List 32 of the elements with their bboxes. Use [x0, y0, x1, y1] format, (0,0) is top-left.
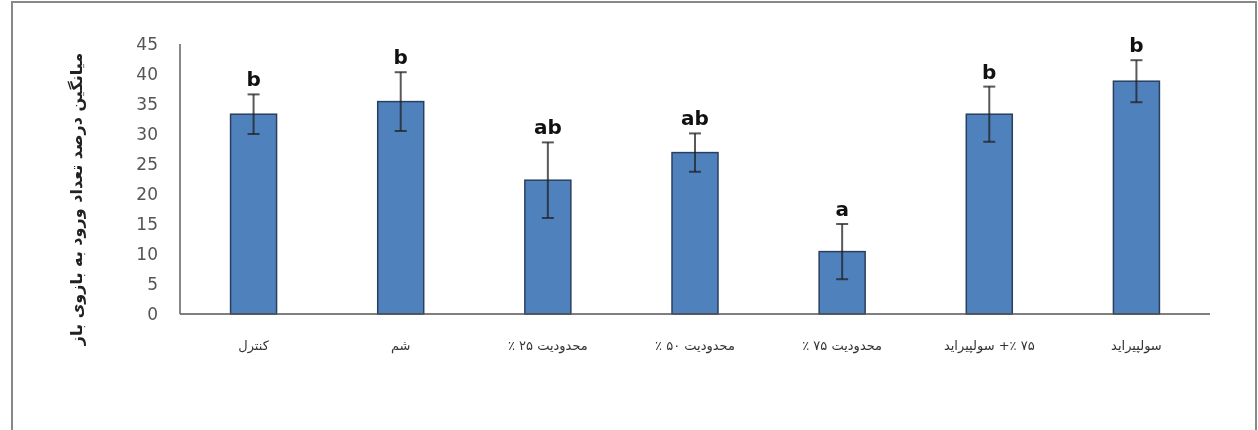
- y-tick-label: 10: [136, 244, 158, 264]
- bar: [229, 113, 278, 315]
- x-tick-label: محدودیت ۲۵ ٪: [507, 338, 588, 354]
- annotation: a: [835, 197, 849, 221]
- bar: [376, 100, 425, 315]
- y-tick-label: 15: [136, 214, 158, 234]
- annotation: b: [1129, 33, 1144, 58]
- bar: [965, 113, 1014, 315]
- x-tick-label: محدودیت ۵۰ ٪: [655, 338, 735, 354]
- bar: [1112, 80, 1161, 315]
- y-tick-label: 0: [147, 304, 158, 324]
- x-tick-label: سولپیراید: [1111, 338, 1162, 354]
- x-tick-label: ۷۵ ٪+ سولپیراید: [943, 338, 1035, 354]
- y-tick-label: 35: [136, 94, 158, 114]
- y-tick-label: 5: [147, 274, 158, 294]
- y-tick-label: 30: [136, 124, 158, 144]
- annotation: b: [246, 67, 261, 92]
- bar: [671, 151, 719, 315]
- annotation: b: [393, 45, 408, 70]
- bar: [818, 250, 866, 315]
- annotation: ab: [681, 106, 709, 131]
- x-tick-label: شم: [390, 338, 411, 354]
- annotation: b: [982, 59, 997, 84]
- y-tick-label: 25: [136, 154, 158, 174]
- x-tick-label: کنترل: [238, 338, 270, 354]
- x-tick-label: محدودیت ۷۵ ٪: [802, 338, 883, 354]
- y-axis-title: میانگین درصد تعداد ورود به بازوی باز: [67, 52, 86, 347]
- bar: [524, 179, 572, 315]
- y-tick-label: 20: [136, 184, 158, 204]
- y-tick-label: 45: [136, 34, 158, 54]
- annotation: ab: [533, 115, 562, 140]
- y-tick-label: 40: [136, 64, 158, 84]
